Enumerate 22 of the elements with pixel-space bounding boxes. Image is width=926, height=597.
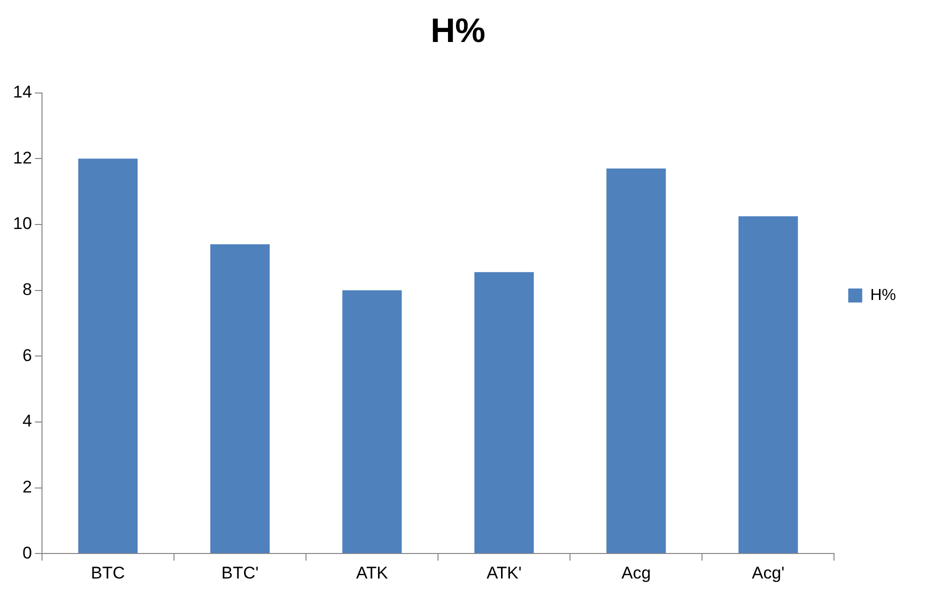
y-tick-label: 4 xyxy=(22,412,32,431)
x-tick-label: BTC' xyxy=(221,563,259,582)
x-tick-label: Acg' xyxy=(752,563,784,582)
bar xyxy=(210,244,270,554)
y-tick-label: 6 xyxy=(22,346,32,365)
y-tick-label: 0 xyxy=(22,543,32,562)
chart-title: H% xyxy=(430,12,486,50)
bar xyxy=(78,158,138,554)
x-tick-label: Acg xyxy=(621,563,651,582)
bar xyxy=(738,216,798,554)
bar xyxy=(474,272,534,554)
bar xyxy=(342,290,402,554)
y-tick-label: 12 xyxy=(12,148,32,168)
y-tick-label: 10 xyxy=(12,214,32,234)
y-tick-label: 14 xyxy=(12,82,32,102)
x-tick-label: ATK xyxy=(356,563,389,582)
y-tick-label: 8 xyxy=(22,280,32,299)
legend-label: H% xyxy=(870,286,896,304)
y-tick-label: 2 xyxy=(22,477,32,496)
x-tick-label: BTC xyxy=(90,563,125,582)
x-tick-label: ATK' xyxy=(486,563,522,582)
bar xyxy=(606,168,666,554)
